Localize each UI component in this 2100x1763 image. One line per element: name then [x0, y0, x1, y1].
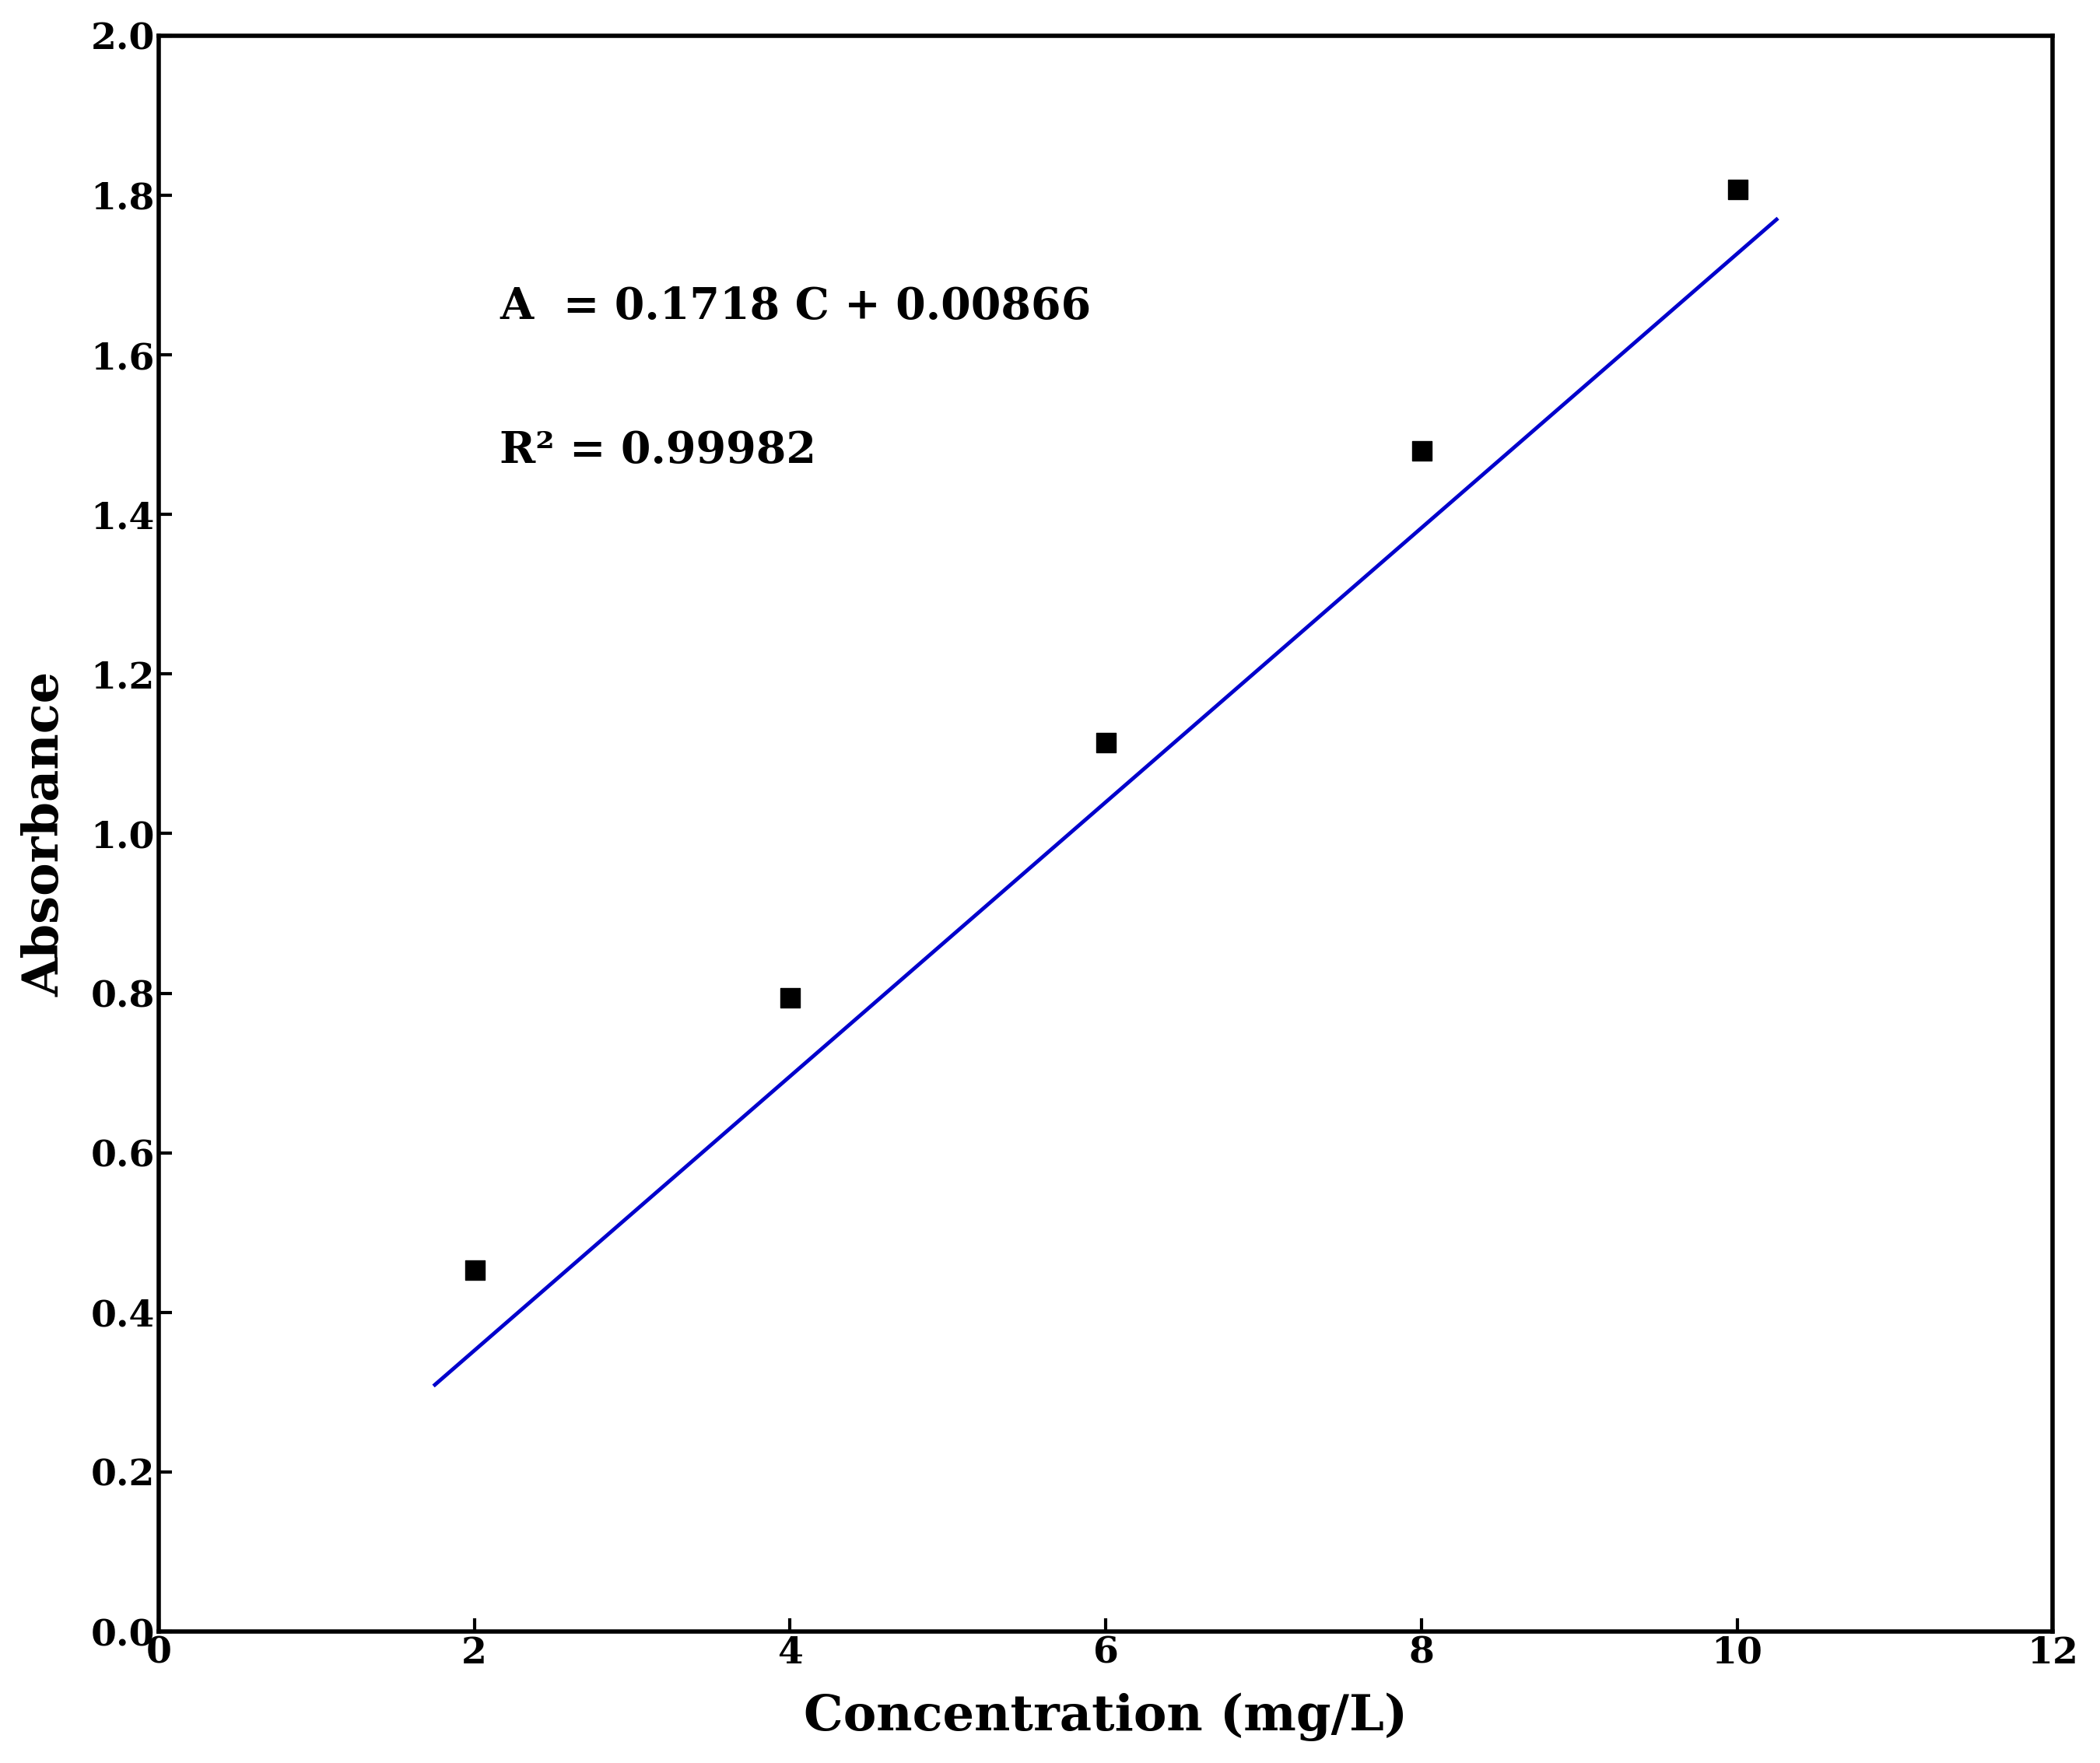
Point	[1090, 728, 1124, 756]
Y-axis label: Absorbance: Absorbance	[21, 672, 69, 996]
Text: R² = 0.99982: R² = 0.99982	[500, 428, 817, 472]
X-axis label: Concentration (mg/L): Concentration (mg/L)	[804, 1692, 1407, 1742]
Text: A  = 0.1718 C + 0.00866: A = 0.1718 C + 0.00866	[500, 286, 1092, 328]
Point	[1720, 175, 1754, 203]
Point	[1405, 437, 1438, 465]
Point	[773, 984, 806, 1012]
Point	[458, 1255, 491, 1283]
